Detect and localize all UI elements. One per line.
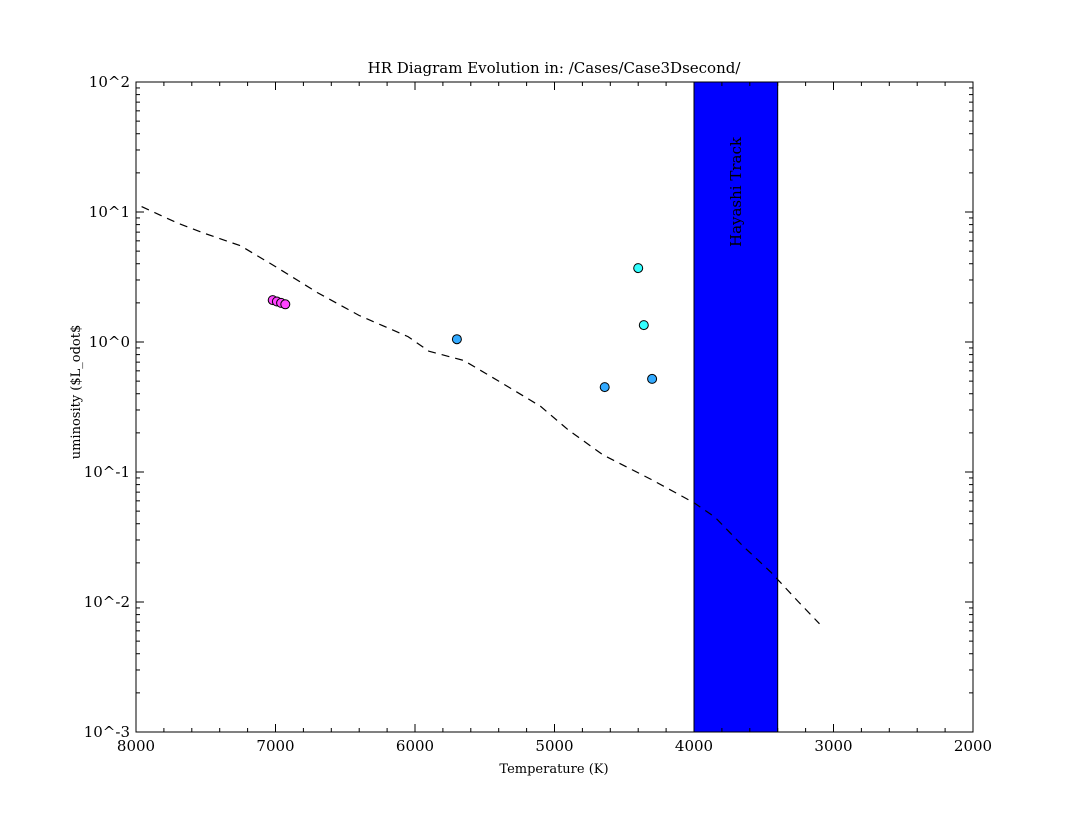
y-tick-label: 10^1 xyxy=(89,203,130,221)
x-axis-label: Temperature (K) xyxy=(499,762,608,777)
y-tick-label: 10^-1 xyxy=(84,463,130,481)
x-tick-label: 4000 xyxy=(675,737,713,755)
band-label: Hayashi Track xyxy=(727,136,745,247)
data-point xyxy=(599,382,610,393)
data-point xyxy=(633,263,644,274)
chart-title: HR Diagram Evolution in: /Cases/Case3Dse… xyxy=(368,59,742,77)
x-tick-label: 6000 xyxy=(396,737,434,755)
reference-curve xyxy=(141,206,820,625)
x-tick-label: 2000 xyxy=(954,737,992,755)
x-tick-label: 7000 xyxy=(256,737,294,755)
x-tick-label: 8000 xyxy=(117,737,155,755)
data-point xyxy=(280,299,291,310)
y-axis-label: uminosity ($L_odot$ xyxy=(69,325,84,460)
x-tick-label: 3000 xyxy=(814,737,852,755)
x-tick-label: 5000 xyxy=(535,737,573,755)
data-points xyxy=(267,263,658,393)
data-point xyxy=(638,320,649,331)
hayashi-track-band xyxy=(693,81,779,733)
data-point xyxy=(647,373,658,384)
y-tick-label: 10^-3 xyxy=(84,723,130,741)
y-tick-label: 10^2 xyxy=(89,73,130,91)
axes-frame xyxy=(135,81,974,733)
y-tick-label: 10^-2 xyxy=(84,593,130,611)
data-point xyxy=(451,334,462,345)
plot-area: Hayashi Track 8000 7000 6000 5000 4000 3000 20… xyxy=(84,73,992,755)
axis-ticks: 8000 7000 6000 5000 4000 3000 2000 10^2 10^1 10^0… xyxy=(84,73,992,755)
y-tick-label: 10^0 xyxy=(89,333,130,351)
